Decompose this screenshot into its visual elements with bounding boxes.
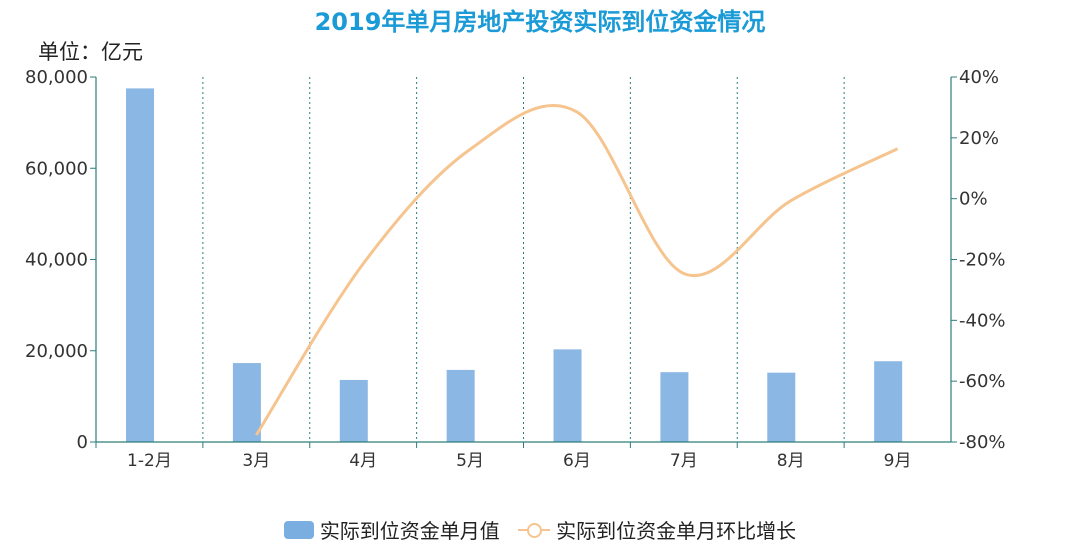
legend-bar-swatch <box>283 520 314 539</box>
legend: 实际到位资金单月值 实际到位资金单月环比增长 <box>0 515 1080 544</box>
y-left-tick-label: 40,000 <box>25 250 88 271</box>
y-left-tick-label: 20,000 <box>25 341 88 362</box>
y-right-tick-label: -60% <box>959 371 1006 392</box>
y-left-tick-label: 80,000 <box>25 67 88 88</box>
x-tick-label: 5月 <box>456 451 484 471</box>
y-left-tick-label: 0 <box>77 432 88 453</box>
y-right-tick-label: -20% <box>959 250 1006 271</box>
y-right-tick-label: 40% <box>959 67 999 88</box>
bar <box>232 363 261 442</box>
bar <box>126 88 155 442</box>
x-tick-label: 4月 <box>349 451 377 471</box>
bar <box>553 349 582 442</box>
y-right-tick-label: -40% <box>959 310 1006 331</box>
unit-label: 单位：亿元 <box>38 40 143 64</box>
legend-line-label: 实际到位资金单月环比增长 <box>556 519 797 543</box>
y-right-tick-label: 0% <box>959 189 988 210</box>
y-right-tick-label: -80% <box>959 432 1006 453</box>
x-tick-label: 1-2月 <box>127 451 172 471</box>
legend-item-line[interactable]: 实际到位资金单月环比增长 <box>518 515 796 544</box>
growth-line <box>255 104 899 436</box>
legend-line-swatch <box>518 521 551 539</box>
bar <box>446 369 475 442</box>
x-tick-label: 6月 <box>563 451 591 471</box>
y-right-tick-label: 20% <box>959 128 999 149</box>
bar <box>874 361 903 442</box>
bar <box>339 379 368 442</box>
x-tick-label: 3月 <box>242 451 270 471</box>
x-tick-label: 8月 <box>777 451 805 471</box>
bar <box>660 372 689 442</box>
legend-item-bar[interactable]: 实际到位资金单月值 <box>283 515 500 544</box>
chart-title: 2019年单月房地产投资实际到位资金情况 <box>314 8 766 36</box>
x-tick-label: 7月 <box>670 451 698 471</box>
legend-bar-label: 实际到位资金单月值 <box>319 519 500 543</box>
y-left-tick-label: 60,000 <box>25 158 88 179</box>
x-tick-label: 9月 <box>884 451 912 471</box>
bar <box>767 372 796 442</box>
